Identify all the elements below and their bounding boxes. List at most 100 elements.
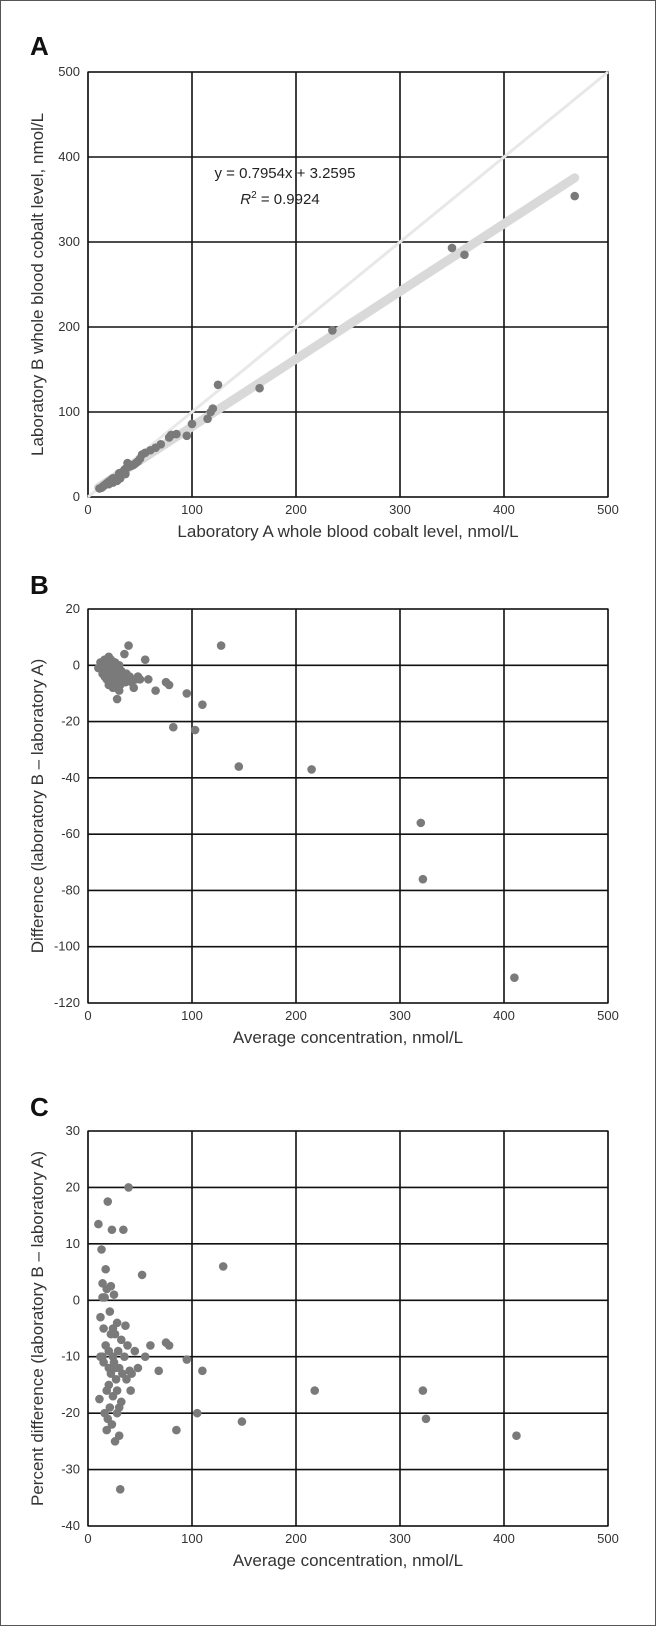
data-point bbox=[218, 1262, 228, 1271]
panel-c-y-tick-label: 20 bbox=[66, 1179, 80, 1194]
data-point bbox=[98, 1293, 107, 1302]
identity-line bbox=[87, 70, 609, 499]
data-point bbox=[133, 1363, 143, 1373]
panel-a-x-tick-label: 200 bbox=[285, 502, 307, 517]
data-point bbox=[119, 1225, 128, 1235]
data-point bbox=[140, 655, 150, 664]
data-point bbox=[164, 680, 174, 690]
data-point bbox=[112, 694, 122, 704]
data-point bbox=[124, 641, 133, 650]
data-point bbox=[106, 1281, 116, 1291]
data-point bbox=[198, 700, 207, 709]
data-point bbox=[307, 765, 316, 774]
panel-a-x-tick-label: 500 bbox=[597, 502, 619, 517]
data-point bbox=[512, 1431, 521, 1441]
data-point bbox=[127, 1369, 136, 1378]
data-point bbox=[156, 440, 166, 449]
panel-c-y-axis-label: Percent difference (laboratory B – labor… bbox=[28, 1151, 47, 1506]
data-point bbox=[154, 1366, 164, 1376]
panel-b-points bbox=[94, 641, 519, 982]
data-point bbox=[255, 383, 264, 393]
r-squared: R2 = 0.9924 bbox=[240, 190, 319, 208]
panel-b-y-ticks: -120 -100 -80 -60 -40 -20 0 20 bbox=[54, 601, 80, 1010]
panel-b-x-tick-label: 100 bbox=[181, 1008, 203, 1023]
data-point bbox=[129, 683, 139, 693]
data-point bbox=[140, 1352, 150, 1362]
data-point bbox=[510, 973, 519, 982]
r-squared-symbol: R bbox=[240, 191, 251, 208]
panel-a-x-tick-label: 0 bbox=[84, 502, 91, 517]
panel-c-y-tick-label: -20 bbox=[61, 1405, 80, 1420]
data-point bbox=[182, 431, 192, 441]
data-point bbox=[151, 686, 160, 695]
data-point bbox=[310, 1386, 320, 1395]
data-point bbox=[107, 1225, 117, 1235]
data-point bbox=[130, 1346, 140, 1356]
data-point bbox=[111, 1374, 121, 1384]
panel-c-x-tick-label: 100 bbox=[181, 1531, 203, 1546]
data-point bbox=[198, 1366, 207, 1376]
data-point bbox=[216, 641, 226, 650]
panel-c-x-tick-label: 0 bbox=[84, 1531, 91, 1546]
data-point bbox=[124, 1183, 133, 1192]
data-point bbox=[106, 1329, 116, 1339]
data-point bbox=[182, 689, 192, 698]
data-point bbox=[116, 1335, 126, 1345]
data-point bbox=[447, 243, 457, 253]
data-point bbox=[190, 725, 200, 735]
data-point bbox=[164, 1341, 174, 1350]
data-point bbox=[108, 1352, 118, 1362]
panel-c-x-tick-label: 300 bbox=[389, 1531, 411, 1546]
panel-a-grid bbox=[87, 71, 609, 498]
data-point bbox=[121, 1321, 130, 1330]
fit-equation: y = 0.7954x + 3.2595 bbox=[215, 165, 356, 182]
data-point bbox=[112, 1386, 122, 1395]
panel-a-y-tick-label: 0 bbox=[73, 489, 80, 504]
data-point bbox=[101, 1264, 110, 1274]
data-point bbox=[97, 1245, 106, 1254]
data-point bbox=[100, 1408, 109, 1418]
data-point bbox=[144, 675, 153, 684]
panel-a-y-tick-label: 400 bbox=[58, 149, 80, 164]
panel-b-y-tick-label: -100 bbox=[54, 939, 80, 954]
panel-b-y-axis-label: Difference (laboratory B – laboratory A) bbox=[28, 659, 47, 954]
panel-b-y-tick-label: -20 bbox=[61, 714, 80, 729]
data-point bbox=[416, 818, 426, 828]
panel-b-y-tick-label: -80 bbox=[61, 882, 80, 897]
data-point bbox=[172, 429, 181, 439]
panel-a-x-tick-label: 300 bbox=[389, 502, 411, 517]
data-point bbox=[114, 686, 124, 695]
data-point bbox=[108, 474, 118, 483]
panel-c-x-ticks: 0 100 200 300 400 500 bbox=[84, 1531, 618, 1546]
panel-a-y-axis-label: Laboratory B whole blood cobalt level, n… bbox=[28, 113, 47, 456]
panel-a-x-tick-label: 400 bbox=[493, 502, 515, 517]
data-point bbox=[137, 1270, 147, 1280]
data-point bbox=[113, 1346, 123, 1356]
panel-b-y-tick-label: -60 bbox=[61, 826, 80, 841]
data-point bbox=[102, 1425, 112, 1435]
data-point bbox=[237, 1417, 247, 1426]
data-point bbox=[105, 1403, 115, 1412]
data-point bbox=[418, 874, 428, 884]
data-point bbox=[100, 672, 109, 681]
panel-a-y-ticks: 0 100 200 300 400 500 bbox=[58, 64, 80, 504]
panel-b: B 0 100 200 300 400 500 -120-100-80-60-40-200… bbox=[28, 570, 619, 1047]
panel-c-y-ticks: -40 -30 -20 -10 0 10 20 30 bbox=[61, 1123, 80, 1533]
data-point bbox=[94, 1219, 103, 1229]
data-point bbox=[126, 1386, 135, 1395]
data-point bbox=[99, 1324, 108, 1333]
data-point bbox=[115, 1485, 125, 1494]
panel-c-y-tick-label: -30 bbox=[61, 1462, 80, 1477]
panel-c-grid bbox=[87, 1130, 609, 1527]
data-point bbox=[192, 1408, 202, 1418]
data-point bbox=[172, 1425, 181, 1435]
data-point bbox=[208, 404, 218, 413]
data-point bbox=[421, 1414, 431, 1424]
data-point bbox=[168, 722, 178, 732]
panel-c-x-tick-label: 400 bbox=[493, 1531, 515, 1546]
panel-b-plot-area bbox=[87, 608, 609, 1004]
panel-a-points bbox=[95, 191, 580, 493]
panel-c-y-tick-label: 0 bbox=[73, 1292, 80, 1307]
data-point bbox=[123, 1341, 132, 1350]
